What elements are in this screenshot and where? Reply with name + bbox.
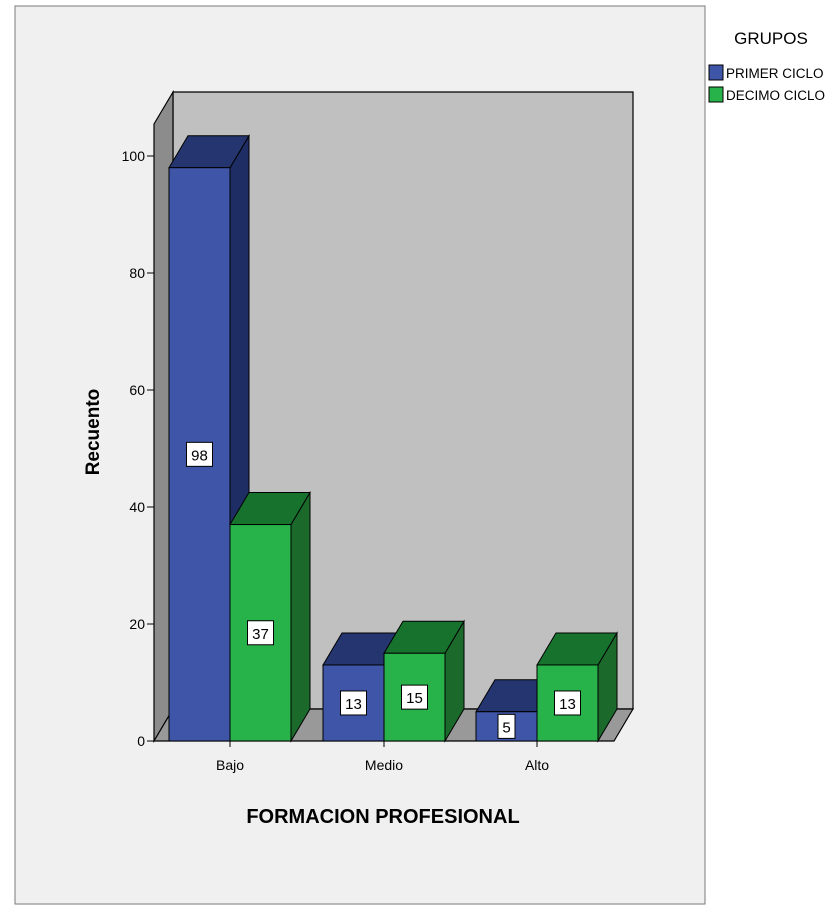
data-label-box	[497, 713, 516, 739]
bars: 98 37 13 15 5 13	[168, 133, 618, 743]
y-tick-label: 80	[129, 265, 145, 281]
legend-swatch	[708, 86, 724, 103]
y-tick-label: 20	[129, 616, 145, 632]
legend-swatch	[708, 64, 724, 81]
y-tick-label: 40	[129, 499, 145, 515]
y-axis: 0 20 40 60 80 100	[122, 148, 155, 749]
data-label: 13	[559, 696, 576, 713]
x-tick-label-medio: Medio	[365, 757, 403, 773]
legend: GRUPOS PRIMER CICLO DECIMO CICLO	[708, 29, 825, 103]
data-label: 37	[252, 626, 269, 643]
x-tick-label-bajo: Bajo	[216, 757, 244, 773]
data-label-box	[554, 690, 581, 716]
y-tick-label: 100	[122, 148, 146, 164]
y-axis-title: Recuento	[83, 389, 104, 476]
y-tick-label: 60	[129, 382, 145, 398]
x-axis: Bajo Medio Alto	[216, 741, 549, 773]
data-label: 5	[502, 719, 510, 736]
bar-side	[290, 490, 311, 743]
data-label: 15	[406, 690, 423, 707]
x-axis-title: FORMACION PROFESIONAL	[246, 806, 519, 828]
data-label: 13	[345, 696, 362, 713]
legend-title: GRUPOS	[734, 29, 808, 48]
y-tick-label: 0	[137, 733, 145, 749]
bar-decimo-ciclo-bajo: 37	[229, 490, 311, 743]
x-tick-label-alto: Alto	[525, 757, 549, 773]
legend-item-label: DECIMO CICLO	[726, 88, 825, 103]
data-label-box	[401, 684, 428, 710]
data-label-box	[340, 690, 367, 716]
data-label-box	[247, 620, 274, 646]
data-label: 98	[191, 447, 208, 464]
data-label-box	[186, 441, 213, 467]
bar-decimo-ciclo-medio: 15	[383, 619, 465, 743]
bar-decimo-ciclo-alto: 13	[536, 631, 618, 743]
legend-item-label: PRIMER CICLO	[726, 66, 824, 81]
